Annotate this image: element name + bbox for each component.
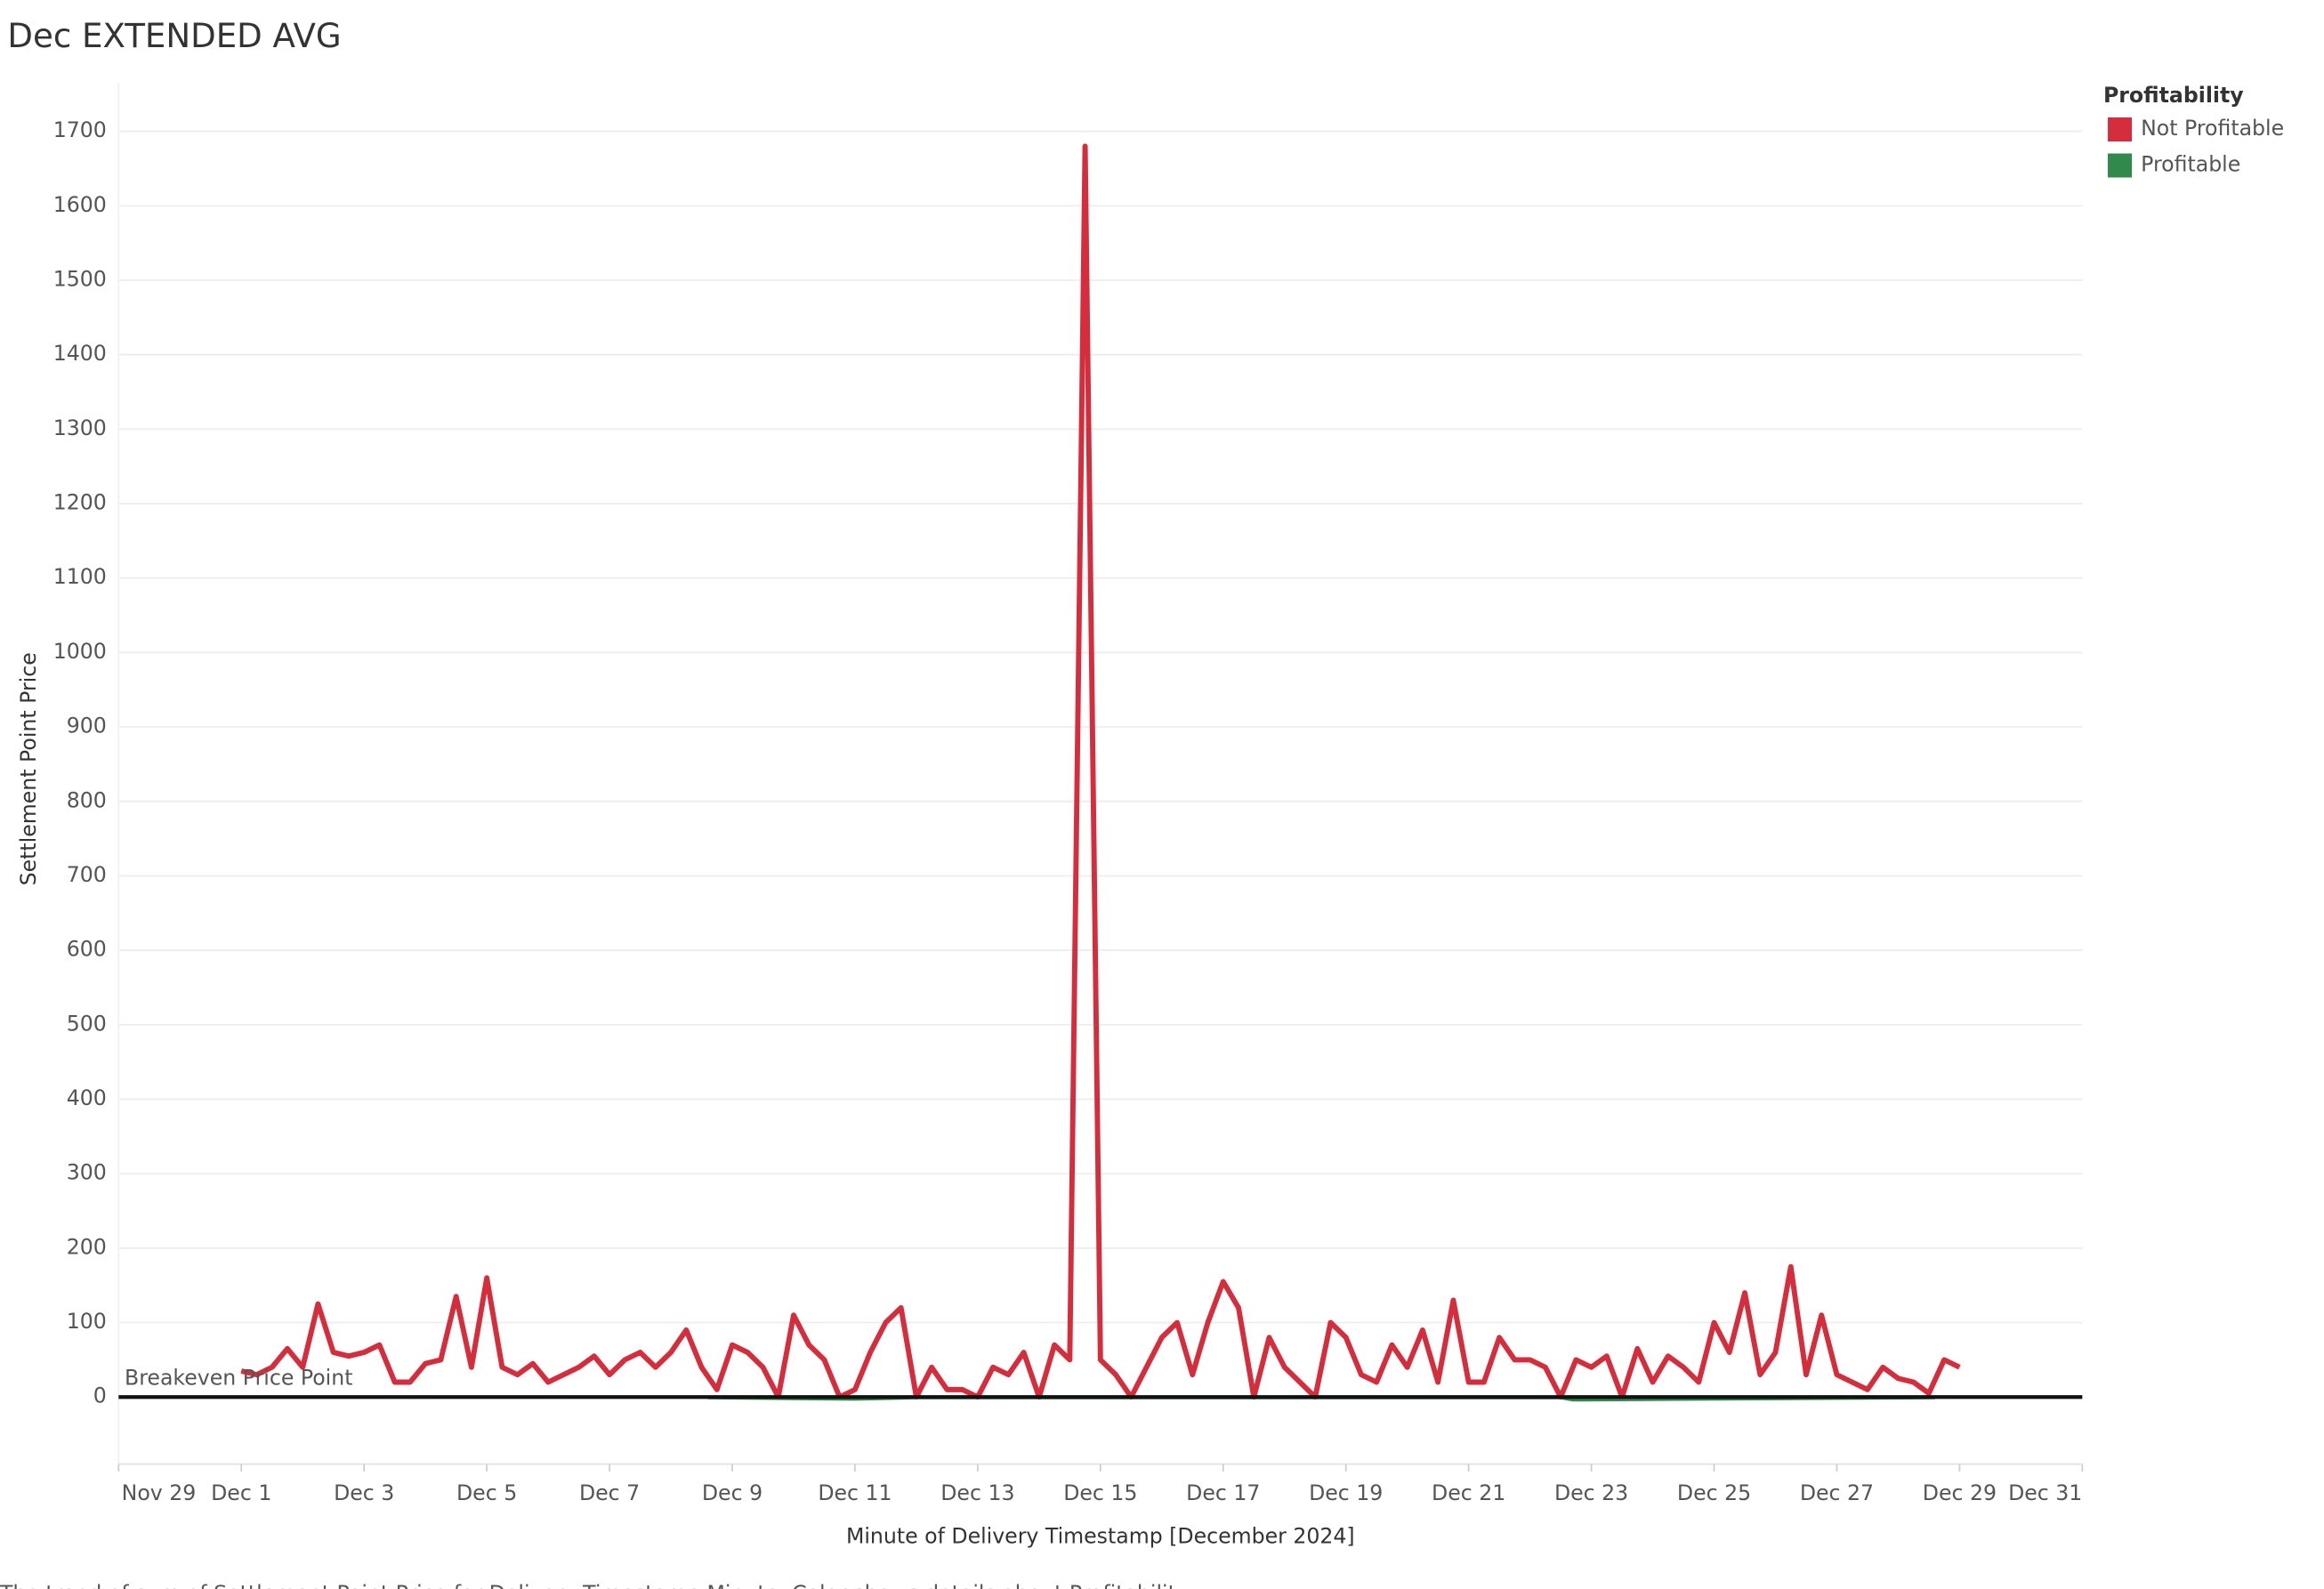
y-tick-label: 1300 (53, 415, 107, 440)
y-tick-label: 100 (67, 1309, 107, 1334)
x-tick-label: Dec 9 (702, 1480, 763, 1505)
y-axis-title: Settlement Point Price (16, 652, 41, 885)
series-line (240, 143, 1961, 1400)
y-tick-label: 900 (67, 714, 107, 738)
legend-title: Profitability (2103, 83, 2244, 108)
y-tick-label: 1500 (53, 266, 107, 291)
reference-label: Breakeven Price Point (125, 1365, 352, 1390)
x-tick-label: Dec 1 (211, 1480, 271, 1505)
x-tick-label: Dec 13 (940, 1480, 1014, 1505)
y-tick-label: 0 (93, 1383, 107, 1408)
x-tick-label: Dec 25 (1677, 1480, 1751, 1505)
x-tick-label: Dec 3 (334, 1480, 394, 1505)
y-tick-label: 200 (67, 1234, 107, 1259)
x-tick-label: Dec 21 (1432, 1480, 1505, 1505)
y-tick-label: 1700 (53, 117, 107, 142)
y-tick-label: 600 (67, 937, 107, 962)
x-tick-label: Dec 7 (579, 1480, 640, 1505)
y-tick-label: 400 (67, 1085, 107, 1110)
x-axis-title: Minute of Delivery Timestamp [December 2… (846, 1524, 1355, 1549)
y-tick-label: 300 (67, 1160, 107, 1185)
legend-swatch (2108, 153, 2133, 178)
y-tick-label: 1100 (53, 564, 107, 589)
x-tick-label: Dec 27 (1800, 1480, 1874, 1505)
x-tick-label: Dec 11 (818, 1480, 892, 1505)
legend-label: Not Profitable (2141, 116, 2284, 141)
y-tick-label: 1000 (53, 639, 107, 664)
y-tick-label: 800 (67, 787, 107, 812)
y-tick-label: 500 (67, 1011, 107, 1036)
y-tick-label: 700 (67, 862, 107, 887)
x-tick-label: Dec 5 (456, 1480, 517, 1505)
y-tick-label: 1400 (53, 341, 107, 366)
x-tick-label: Dec 19 (1309, 1480, 1383, 1505)
y-tick-label: 1600 (53, 192, 107, 217)
chart-title: Dec EXTENDED AVG (7, 17, 341, 55)
x-tick-label: Dec 31 (2008, 1480, 2082, 1505)
x-tick-label: Dec 23 (1554, 1480, 1628, 1505)
caption: The trend of sum of Settlement Point Pri… (0, 1581, 1192, 1589)
x-tick-label: Dec 17 (1186, 1480, 1260, 1505)
x-tick-label: Dec 29 (1923, 1480, 1997, 1505)
x-tick-label: Nov 29 (122, 1480, 197, 1505)
y-tick-label: 1200 (53, 490, 107, 515)
legend-swatch (2108, 117, 2133, 142)
legend-label: Profitable (2141, 152, 2240, 177)
x-tick-label: Dec 15 (1063, 1480, 1137, 1505)
